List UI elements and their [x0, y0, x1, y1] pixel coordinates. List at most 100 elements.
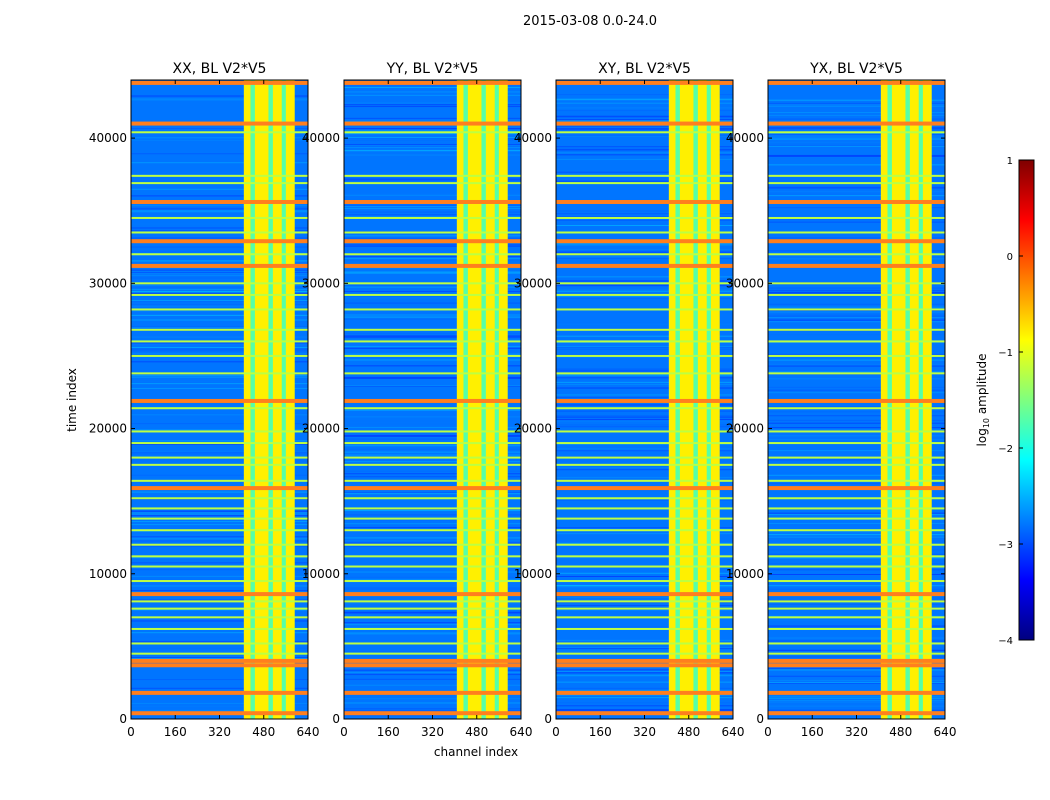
flagged-row-mid: [556, 182, 733, 185]
noise-row: [768, 316, 945, 318]
flagged-row-mid: [344, 600, 521, 603]
noise-row: [556, 675, 733, 677]
noise-row: [768, 146, 945, 148]
noise-row: [131, 609, 308, 611]
x-tick-label: 320: [421, 725, 444, 739]
noise-row: [131, 246, 308, 248]
noise-row: [344, 377, 521, 379]
flagged-row-mid: [768, 430, 945, 433]
noise-row: [556, 404, 733, 406]
noise-row: [768, 371, 945, 373]
noise-row: [556, 354, 733, 356]
flagged-row-mid: [131, 642, 308, 645]
noise-row: [768, 679, 945, 681]
flagged-row-mid: [131, 456, 308, 459]
noise-row: [131, 270, 308, 272]
noise-row: [344, 286, 521, 288]
noise-row: [768, 563, 945, 565]
flagged-row-mid: [131, 442, 308, 445]
noise-row: [344, 409, 521, 411]
noise-row: [556, 527, 733, 529]
noise-row: [131, 204, 308, 206]
noise-row: [344, 144, 521, 146]
noise-row: [556, 419, 733, 421]
noise-row: [344, 526, 521, 528]
noise-row: [768, 534, 945, 536]
noise-row: [556, 119, 733, 121]
noise-row: [131, 173, 308, 175]
noise-row: [344, 130, 521, 132]
noise-row: [556, 420, 733, 422]
noise-row: [768, 112, 945, 114]
colorbar-label-log: log: [975, 428, 989, 446]
noise-row: [344, 271, 521, 273]
noise-row: [344, 587, 521, 589]
noise-row: [768, 427, 945, 429]
noise-row: [131, 290, 308, 292]
flagged-row-mid: [768, 131, 945, 134]
noise-row: [131, 387, 308, 389]
noise-row: [768, 509, 945, 511]
noise-row: [344, 291, 521, 293]
flagged-row-mid: [344, 174, 521, 177]
noise-row: [344, 145, 521, 147]
noise-row: [344, 120, 521, 122]
colorbar-label-sub: 10: [982, 418, 991, 428]
flagged-row-mid: [131, 354, 308, 357]
flagged-row-mid: [344, 131, 521, 134]
noise-row: [131, 512, 308, 514]
noise-row: [131, 521, 308, 523]
flagged-row-mid: [131, 131, 308, 134]
noise-row: [768, 675, 945, 677]
noise-row: [768, 615, 945, 617]
noise-row: [768, 522, 945, 524]
noise-row: [344, 365, 521, 367]
noise-row: [556, 415, 733, 417]
noise-row: [344, 353, 521, 355]
noise-row: [768, 134, 945, 136]
noise-row: [131, 336, 308, 338]
noise-row: [344, 433, 521, 435]
flagged-row-mid: [556, 479, 733, 482]
noise-row: [344, 537, 521, 539]
noise-row: [768, 215, 945, 217]
noise-row: [556, 670, 733, 672]
noise-row: [556, 476, 733, 478]
noise-row: [131, 277, 308, 279]
flagged-row-mid: [344, 407, 521, 410]
noise-row: [344, 205, 521, 207]
noise-row: [131, 376, 308, 378]
flagged-row-mid: [768, 507, 945, 510]
noise-row: [556, 99, 733, 101]
noise-row: [344, 92, 521, 94]
noise-row: [768, 669, 945, 671]
flagged-row-mid: [344, 372, 521, 375]
flagged-row-mid: [131, 507, 308, 510]
flagged-row-high: [556, 711, 733, 716]
flagged-row-mid: [556, 340, 733, 343]
noise-row: [556, 450, 733, 452]
flagged-row-mid: [131, 231, 308, 234]
noise-row: [344, 318, 521, 320]
noise-row: [556, 225, 733, 227]
noise-row: [768, 221, 945, 223]
noise-row: [344, 207, 521, 209]
x-tick-label: 160: [164, 725, 187, 739]
flagged-row-high: [768, 398, 945, 403]
noise-row: [344, 671, 521, 673]
flagged-row-high: [131, 486, 308, 491]
noise-row: [131, 632, 308, 634]
colorbar-tick-label: −4: [998, 636, 1013, 647]
noise-row: [556, 674, 733, 676]
flagged-row-mid: [556, 616, 733, 619]
y-tick-label: 20000: [89, 422, 127, 436]
noise-row: [131, 478, 308, 480]
noise-row: [768, 365, 945, 367]
noise-row: [768, 536, 945, 538]
noise-row: [131, 575, 308, 577]
flagged-row-high: [556, 486, 733, 491]
noise-row: [768, 411, 945, 413]
flagged-row-mid: [344, 565, 521, 568]
noise-row: [556, 146, 733, 148]
